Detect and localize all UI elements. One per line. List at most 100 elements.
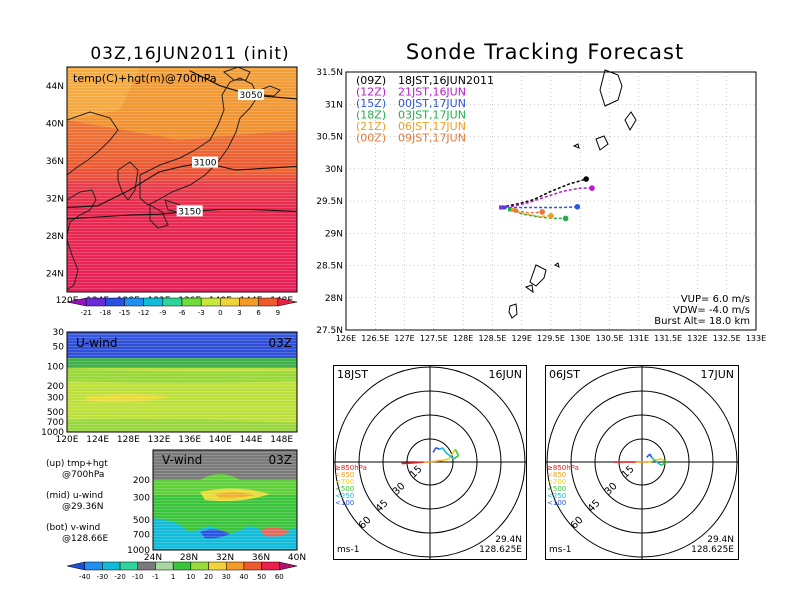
- map-y-tick: 36N: [46, 157, 64, 167]
- track-line: [501, 187, 592, 209]
- colorbar-label: -30: [97, 573, 108, 581]
- track-x-ticks: 126E 126.5E 127E 127.5E 128E 128.5E 129E 129.5E…: [336, 334, 766, 343]
- height-contour: [66, 208, 298, 220]
- colorbar-swatch: [124, 297, 144, 307]
- colorbar-swatch: [190, 561, 209, 571]
- hodo-level-label: ≥850hPa: [547, 464, 579, 472]
- track-endpoint: [548, 213, 554, 219]
- track-x-tick: 133E: [746, 334, 766, 343]
- u-x-tick: 120E: [56, 435, 79, 445]
- hodo-segment: [660, 461, 668, 466]
- hodo-level-label: <100: [547, 499, 566, 507]
- colorbar-swatch: [66, 561, 85, 571]
- map-y-tick: 44N: [46, 82, 64, 92]
- track-x-tick: 128E: [453, 334, 473, 343]
- hodo-segment: [414, 461, 424, 464]
- u-y-tick: 300: [47, 394, 64, 404]
- hodo-level-label: <500: [335, 485, 354, 493]
- track-endpoint: [574, 204, 581, 210]
- contour-label: 3150: [178, 207, 201, 217]
- track-plot-frame: [345, 71, 757, 331]
- hodo-right-label: 16JUN: [488, 368, 522, 381]
- track-x-tick: 127.5E: [420, 334, 448, 343]
- coastline: [66, 66, 281, 291]
- map-x-tick: 120E: [56, 296, 79, 306]
- hodo-segment: [436, 459, 443, 463]
- hodo-lon: 128.625E: [479, 545, 522, 555]
- track-line: [501, 178, 587, 209]
- sonde-track-map: 126E 126.5E 127E 127.5E 128E 128.5E 129E 129.5E…: [316, 68, 766, 343]
- track-endpoint: [583, 176, 589, 182]
- v-y-tick: 200: [133, 476, 150, 486]
- colorbar-label: -20: [114, 573, 125, 581]
- v-wind-y-ticks: 200 300 500 700 1000: [127, 476, 150, 556]
- track-endpoint: [589, 185, 595, 191]
- colorbar-swatch: [102, 561, 121, 571]
- colorbar-label: -10: [132, 573, 143, 581]
- v-y-tick: 1000: [127, 546, 150, 556]
- track-legend-launch: 06JST,17JUN: [398, 120, 466, 133]
- hodo-level-label: <700: [335, 478, 354, 486]
- track-annotation: VUP= 6.0 m/s: [681, 294, 750, 305]
- track-start: [499, 205, 504, 210]
- colorbar-swatch: [137, 561, 156, 571]
- track-legend-launch: 18JST,16JUN2011: [398, 74, 494, 87]
- hodo-level-label: <500: [547, 485, 566, 493]
- track-y-tick: 28.5N: [316, 262, 343, 272]
- track-y-tick: 30N: [325, 165, 343, 175]
- track-start: [510, 208, 515, 213]
- hodo-segment: [660, 458, 665, 462]
- tracks: [499, 176, 595, 222]
- u-wind-section: U-wind 03Z 120E 124E 128E 132E 136E 140E 144E 1…: [41, 328, 298, 445]
- islands: [508, 69, 637, 319]
- track-legend-name: (21Z): [356, 120, 386, 133]
- hodo-units: ms-1: [549, 545, 571, 555]
- u-y-tick: 100: [47, 362, 64, 372]
- hodo-segment: [454, 448, 460, 457]
- track-x-tick: 130E: [570, 334, 590, 343]
- track-y-tick: 27.5N: [316, 326, 343, 336]
- track-y-tick: 31N: [325, 100, 343, 110]
- colorbar-swatch: [200, 297, 221, 307]
- hodo-segment: [401, 461, 415, 465]
- track-x-tick: 126E: [336, 334, 356, 343]
- map-y-tick: 28N: [46, 232, 64, 242]
- colorbar-swatch: [225, 561, 245, 571]
- colorbar-label: 20: [204, 573, 213, 581]
- hodo-segment: [453, 455, 459, 460]
- hodo-segment: [654, 458, 662, 462]
- map-y-tick: 32N: [46, 194, 64, 204]
- colorbar-swatch: [220, 297, 240, 307]
- track-x-tick: 130.5E: [596, 334, 624, 343]
- track-legend-launch: 00JST,17JUN: [398, 97, 466, 110]
- track-legend-name: (00Z): [356, 132, 386, 145]
- map-y-ticks: 24N 28N 32N 36N 40N 44N: [46, 82, 64, 280]
- track-start: [502, 205, 507, 210]
- track-endpoint: [539, 209, 546, 215]
- v-y-tick: 700: [133, 531, 150, 541]
- colorbar-label: -12: [138, 309, 149, 317]
- note-bot: (bot) v-wind @128.66E: [46, 523, 109, 544]
- colorbar-swatch: [243, 561, 262, 571]
- hodo-segment: [432, 448, 436, 453]
- colorbar-label: 60: [275, 573, 284, 581]
- track-x-tick: 131E: [629, 334, 649, 343]
- v-wind-section: V-wind 03Z 24N 28N 32N 36N 40N 200 300 500 700 1…: [66, 449, 306, 581]
- track-legend-launch: 21JST,16JUN: [398, 86, 466, 99]
- height-contours: 3050 3100 3150: [66, 70, 298, 220]
- hodo-segment: [445, 451, 455, 460]
- v-wind-label: V-wind: [162, 453, 202, 467]
- colorbar-label: -9: [159, 309, 166, 317]
- colorbar-swatch: [172, 561, 192, 571]
- contour-label-bg: [238, 89, 264, 101]
- note-mid: (mid) u-wind @29.36N: [46, 491, 104, 512]
- colorbar-label: 40: [239, 573, 248, 581]
- track-line: [512, 209, 552, 218]
- colorbar-swatch: [258, 297, 279, 307]
- track-y-tick: 30.5N: [316, 133, 343, 143]
- hodo-lon: 128.625E: [691, 545, 734, 555]
- u-x-tick: 128E: [117, 435, 140, 445]
- hodo-lat: 29.4N: [495, 535, 522, 545]
- hodo-level-label: <250: [335, 492, 354, 500]
